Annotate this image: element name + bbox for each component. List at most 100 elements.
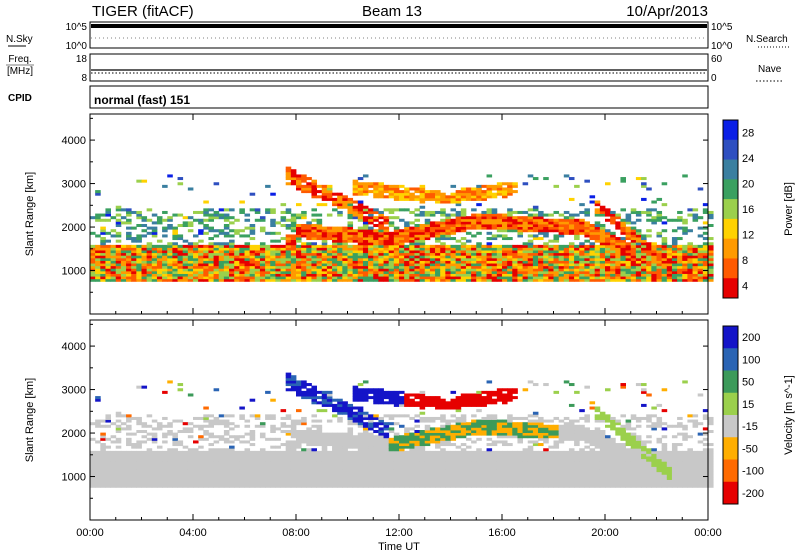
velocity-cell [450,419,457,423]
power-cell [126,234,132,238]
power-cell [538,216,544,220]
velocity-cell [326,401,333,405]
power-cell [543,263,549,267]
power-cell [445,255,451,259]
velocity-cell [90,466,96,470]
power-cell [687,208,693,212]
power-cell [630,257,637,261]
power-cell [605,278,611,282]
power-cell [687,278,693,282]
velocity-cell [270,469,276,473]
power-cell [671,273,678,277]
power-cell [177,268,184,272]
velocity-cell [450,471,457,475]
power-cell [419,200,426,204]
power-cell [471,221,477,225]
power-cell [321,231,328,235]
velocity-cell [502,419,508,423]
velocity-cell [270,471,276,475]
velocity-cell [440,456,446,460]
velocity-cell [326,396,333,400]
velocity-cell [414,440,420,444]
velocity-cell [414,484,420,488]
power-cell [692,255,699,259]
power-cell [558,213,565,217]
velocity-cell [249,443,256,447]
velocity-cell [296,437,302,441]
power-cell [610,237,616,241]
velocity-cell [218,437,225,441]
power-cell [270,221,276,225]
power-cell [538,265,544,269]
power-cell [280,218,287,222]
power-cell [677,218,683,222]
velocity-cell [471,398,477,402]
power-cell [254,255,261,259]
velocity-cell [187,461,194,465]
power-cell [146,242,153,246]
velocity-cell [357,471,364,475]
velocity-cell [120,450,127,454]
power-cell [352,252,359,256]
power-cell [146,231,153,235]
power-cell [285,218,292,222]
velocity-cell [486,393,493,397]
power-cell [223,268,230,272]
power-cell [594,268,601,272]
power-cell [249,273,256,277]
power-cell [285,244,292,248]
power-cell [393,255,400,259]
power-cell [610,250,616,254]
power-cell [620,208,626,212]
power-cell [656,265,663,269]
power-cell [610,260,616,264]
power-cell [399,208,405,212]
power-cell [316,229,323,233]
power-cell [115,213,122,217]
velocity-cell [290,419,297,423]
velocity-cell [368,456,374,460]
power-cell [285,247,292,251]
power-cell [388,263,395,267]
power-cell [362,226,369,230]
velocity-cell [368,474,374,478]
power-cell [594,244,601,248]
velocity-cell [496,461,503,465]
velocity-cell [141,385,148,389]
power-cell [126,255,132,259]
nsky-tick-bottom: 10^0 [66,41,88,52]
velocity-cell [223,437,230,441]
velocity-cell [275,456,281,460]
power-cell [316,234,323,238]
power-cell [151,221,158,225]
power-cell [532,273,539,277]
power-cell [347,276,354,280]
power-cell [156,252,163,256]
velocity-cell [146,482,153,486]
velocity-cell [404,479,410,483]
velocity-cell [383,422,390,426]
nave-tick-top: 60 [711,54,723,65]
velocity-cell [476,463,482,467]
velocity-cell [465,427,472,431]
power-cell [347,221,354,225]
power-cell [265,252,271,256]
velocity-cell [337,466,343,470]
power-cell [223,270,230,274]
velocity-cell [429,466,436,470]
velocity-cell [110,458,117,462]
power-cell [187,265,194,269]
velocity-cell [213,388,220,392]
power-cell [579,265,585,269]
velocity-cell [285,448,292,452]
power-cell [151,257,158,261]
power-cell [100,242,106,246]
velocity-cell [393,432,400,436]
power-cell [306,278,312,282]
power-cell [388,252,395,256]
power-cell [481,224,487,228]
power-cell [476,192,482,196]
power-cell [378,244,384,248]
power-cell [100,250,106,254]
velocity-cell [115,411,122,415]
